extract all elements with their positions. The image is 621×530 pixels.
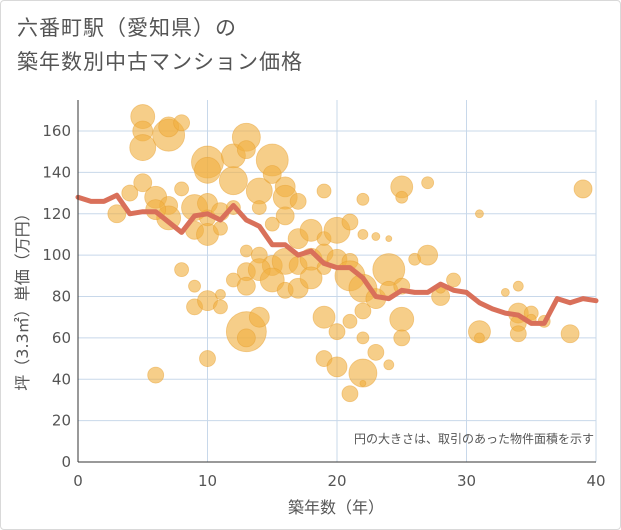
- x-tick-label: 40: [586, 472, 605, 490]
- bubble-point: [248, 306, 270, 328]
- bubble-point: [357, 229, 369, 240]
- bubble-point: [316, 183, 332, 199]
- bubble-point: [356, 331, 370, 345]
- bubble-point: [367, 343, 385, 361]
- bubble-point: [262, 165, 282, 184]
- bubble-point: [251, 200, 267, 215]
- y-tick-label: 160: [42, 122, 71, 140]
- bubble-point: [356, 192, 370, 206]
- chart-title: 六番町駅（愛知県）の 築年数別中古マンション価格: [17, 11, 303, 79]
- bubble-point: [475, 209, 484, 219]
- bubble-point: [359, 379, 367, 387]
- bubble-point: [389, 306, 415, 332]
- x-axis-label: 築年数（年）: [288, 498, 384, 517]
- bubble-point: [199, 350, 216, 367]
- y-tick-label: 20: [52, 412, 71, 430]
- bubble-point: [341, 213, 359, 231]
- bubble-point: [383, 359, 395, 371]
- bubble-point: [236, 276, 256, 296]
- bubble-point: [299, 218, 323, 242]
- trend-line-layer: [75, 192, 599, 326]
- x-tick-label: 20: [327, 472, 346, 490]
- y-tick-label: 140: [42, 163, 71, 181]
- bubble-point: [215, 289, 226, 300]
- bubble-point: [395, 190, 409, 204]
- bubble-point: [341, 385, 359, 403]
- bubble-point: [173, 114, 191, 132]
- y-tick-label: 100: [42, 246, 71, 264]
- bubble-point: [121, 184, 139, 202]
- bubble-point: [299, 266, 323, 290]
- bubble-point: [509, 325, 527, 343]
- bubble-point: [174, 181, 190, 197]
- y-tick-label: 120: [42, 205, 71, 223]
- bubble-point: [512, 280, 524, 292]
- bubble-point: [129, 134, 157, 161]
- bubble-point: [354, 302, 372, 320]
- size-annotation: 円の大きさは、取引のあった物件面積を示す: [354, 431, 594, 446]
- bubble-point: [174, 262, 190, 278]
- bubble-point: [312, 305, 336, 329]
- y-axis-label: 坪（3.3㎡）単価（万円）: [13, 205, 32, 390]
- bubble-point: [213, 220, 228, 236]
- bubble-point: [573, 179, 593, 199]
- bubble-point: [446, 272, 461, 288]
- bubble-point: [218, 166, 248, 196]
- bubble-point: [194, 156, 221, 184]
- y-tick-label: 40: [52, 370, 71, 388]
- bubble-point: [289, 192, 307, 210]
- bubble-point: [236, 328, 256, 348]
- x-tick-label: 10: [198, 472, 217, 490]
- bubble-point: [328, 323, 346, 341]
- bubble-point: [147, 366, 165, 384]
- bubble-point: [393, 329, 411, 347]
- y-tick-label: 80: [52, 288, 71, 306]
- y-tick-label: 60: [52, 329, 71, 347]
- bubble-point: [417, 244, 439, 266]
- bubble-point: [326, 356, 348, 378]
- axes-layer: 0 20 40 60 80 100 120 140 160 0 10 20 30 40: [42, 100, 606, 490]
- bubble-point: [474, 332, 485, 344]
- bubble-point: [239, 244, 253, 258]
- bubble-point: [560, 324, 580, 344]
- chart-title-line1: 六番町駅（愛知県）の: [17, 16, 237, 40]
- bubble-point: [213, 299, 228, 315]
- bubble-point: [133, 173, 153, 193]
- bubble-point: [371, 232, 381, 241]
- bubbles-layer: [107, 104, 593, 403]
- bubble-point: [236, 140, 256, 160]
- average-price-line: [75, 192, 599, 326]
- x-tick-label: 30: [457, 472, 476, 490]
- bubble-point: [188, 279, 201, 293]
- bubble-point: [342, 313, 358, 329]
- y-tick-label: 0: [61, 453, 71, 471]
- bubble-point: [107, 204, 127, 224]
- bubble-point: [275, 206, 295, 226]
- x-tick-label: 0: [73, 472, 83, 490]
- bubble-point: [385, 235, 393, 242]
- bubble-point: [421, 176, 435, 190]
- bubble-point: [348, 358, 378, 388]
- bubble-point: [264, 216, 280, 232]
- chart-title-line2: 築年数別中古マンション価格: [17, 50, 303, 74]
- bubble-point: [500, 287, 510, 297]
